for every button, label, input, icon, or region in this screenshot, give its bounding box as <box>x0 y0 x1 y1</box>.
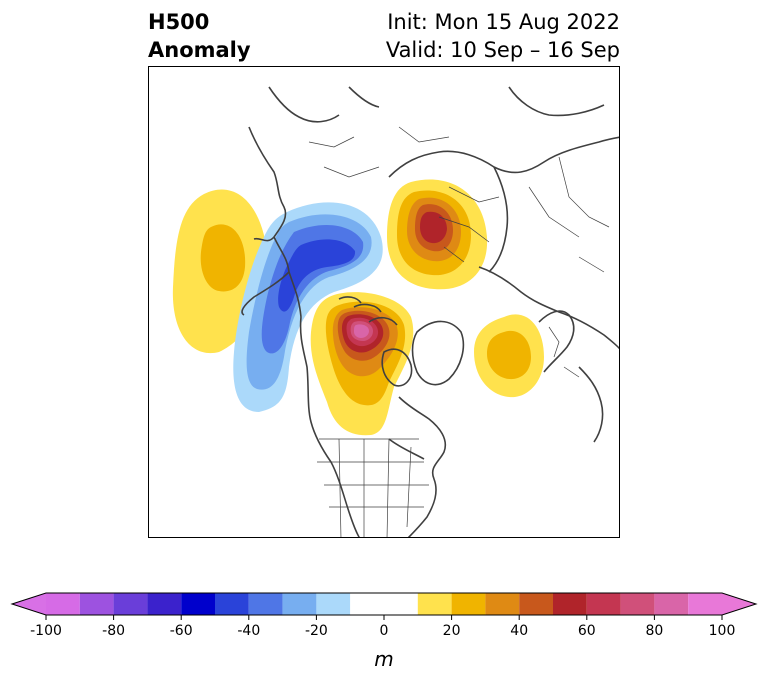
colorbar-tick-label: 100 <box>709 623 736 639</box>
anomaly-canada-positive <box>310 292 414 436</box>
colorbar-tick-label: 40 <box>510 623 528 639</box>
colorbar-segment <box>654 593 689 615</box>
colorbar-label: m <box>374 647 393 671</box>
colorbar-over-arrow <box>722 593 756 615</box>
colorbar-segment <box>485 593 520 615</box>
colorbar-segment <box>248 593 283 615</box>
colorbar-tick-label: 60 <box>578 623 596 639</box>
map-panel <box>148 66 620 538</box>
colorbar-segment <box>282 593 317 615</box>
colorbar-segment <box>586 593 621 615</box>
colorbar-tick-label: 0 <box>380 623 389 639</box>
colorbar-segment <box>215 593 249 615</box>
colorbar-segment <box>688 593 722 615</box>
colorbar: -100 -80 -60 -40 -20 0 20 40 60 80 100 m <box>0 580 768 684</box>
title-line-1: H500 <box>148 10 210 34</box>
colorbar-segment <box>181 593 215 615</box>
colorbar-segment <box>519 593 553 615</box>
colorbar-tick-label: -20 <box>305 623 328 639</box>
anomaly-alaska-negative <box>233 202 383 412</box>
colorbar-tick-label: -40 <box>237 623 260 639</box>
colorbar-segment <box>620 593 655 615</box>
anomaly-atlantic-positive <box>474 314 544 398</box>
colorbar-tick-label: 80 <box>645 623 663 639</box>
colorbar-segment <box>553 593 587 615</box>
colorbar-under-arrow <box>12 593 46 615</box>
colorbar-segment <box>113 593 148 615</box>
coastlines <box>241 86 619 537</box>
colorbar-segment <box>350 593 418 615</box>
anomaly-siberia-positive <box>387 179 488 290</box>
valid-range: Valid: 10 Sep – 16 Sep <box>385 38 620 62</box>
colorbar-segment <box>79 593 114 615</box>
borders <box>308 126 610 537</box>
map-title: H500 Anomaly <box>148 8 251 64</box>
colorbar-segment <box>147 593 182 615</box>
colorbar-tick-label: -60 <box>170 623 193 639</box>
colorbar-segment <box>316 593 351 615</box>
title-line-2: Anomaly <box>148 38 251 62</box>
colorbar-segment <box>451 593 486 615</box>
map-subtitle: Init: Mon 15 Aug 2022 Valid: 10 Sep – 16… <box>386 8 620 64</box>
colorbar-svg: -100 -80 -60 -40 -20 0 20 40 60 80 100 m <box>10 592 758 671</box>
map-svg <box>172 86 619 537</box>
colorbar-segment <box>46 593 80 615</box>
colorbar-segment <box>417 593 452 615</box>
init-date: Init: Mon 15 Aug 2022 <box>387 10 620 34</box>
colorbar-tick-label: -80 <box>102 623 125 639</box>
colorbar-tick-label: -100 <box>30 623 62 639</box>
colorbar-tick-label: 20 <box>443 623 461 639</box>
